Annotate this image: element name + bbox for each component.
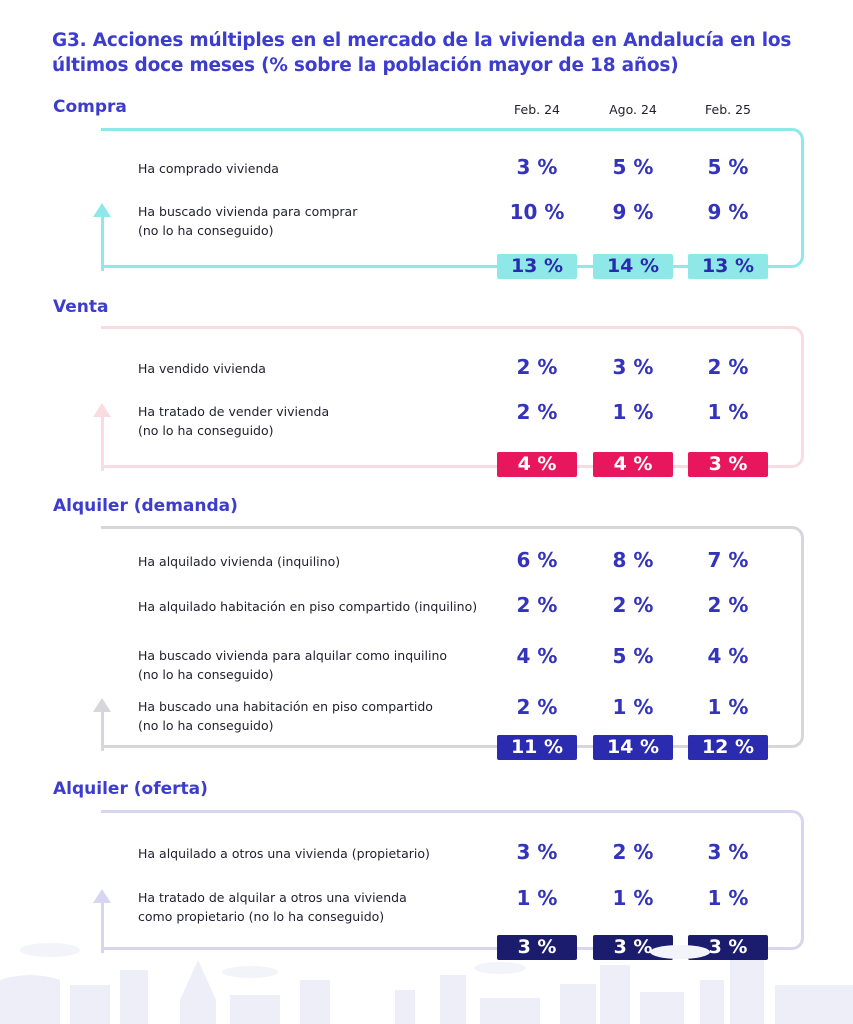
section-total-alquiler-demanda: 12 %: [688, 735, 768, 760]
row-value: 2 %: [516, 695, 558, 719]
section-arrow-shaft-alquiler-demanda: [101, 710, 104, 751]
section-total-venta: 4 %: [593, 452, 673, 477]
column-headers: Feb. 24 Ago. 24 Feb. 25: [0, 102, 853, 122]
row-label-line: Ha buscado vivienda para alquilar como i…: [138, 648, 448, 663]
row-value: 1 %: [612, 886, 654, 910]
row-value: 5 %: [612, 644, 654, 668]
row-value: 1 %: [707, 695, 749, 719]
section-total-compra: 13 %: [497, 254, 577, 279]
section-frame-alquiler-oferta: [101, 810, 804, 950]
row-label-line: Ha buscado una habitación en piso compar…: [138, 699, 433, 714]
row-label: Ha alquilado a otros una vivienda (propi…: [138, 844, 518, 863]
row-value: 3 %: [707, 840, 749, 864]
section-total-venta: 3 %: [688, 452, 768, 477]
row-label-line: (no lo ha conseguido): [138, 223, 274, 238]
row-value: 1 %: [516, 886, 558, 910]
row-label-line: Ha tratado de vender vivienda: [138, 404, 330, 419]
row-label: Ha comprado vivienda: [138, 159, 518, 178]
column-header-feb24: Feb. 24: [514, 102, 560, 117]
row-value: 7 %: [707, 548, 749, 572]
row-label-line: Ha vendido vivienda: [138, 361, 266, 376]
section-arrow-shaft-compra: [101, 215, 104, 271]
section-title-compra: Compra: [53, 97, 127, 117]
row-value: 2 %: [516, 355, 558, 379]
section-total-venta: 4 %: [497, 452, 577, 477]
section-frame-compra: [101, 128, 804, 268]
row-label: Ha buscado vivienda para comprar (no lo h…: [138, 202, 518, 240]
section-total-compra: 14 %: [593, 254, 673, 279]
row-value: 3 %: [516, 840, 558, 864]
row-label-line: Ha tratado de alquilar a otros una vivie…: [138, 890, 407, 905]
row-label: Ha tratado de vender vivienda (no lo ha c…: [138, 402, 518, 440]
row-label-line: (no lo ha conseguido): [138, 718, 274, 733]
row-label-line: Ha alquilado habitación en piso comparti…: [138, 599, 478, 614]
row-value: 1 %: [612, 400, 654, 424]
row-value: 3 %: [516, 155, 558, 179]
row-label: Ha alquilado vivienda (inquilino): [138, 552, 518, 571]
row-value: 3 %: [612, 355, 654, 379]
section-total-alquiler-demanda: 14 %: [593, 735, 673, 760]
row-value: 2 %: [707, 355, 749, 379]
section-title-venta: Venta: [53, 297, 109, 317]
row-label: Ha buscado vivienda para alquilar como i…: [138, 646, 518, 684]
row-label-line: como propietario (no lo ha conseguido): [138, 909, 385, 924]
row-value: 2 %: [707, 593, 749, 617]
row-label: Ha buscado una habitación en piso compar…: [138, 697, 518, 735]
row-value: 5 %: [707, 155, 749, 179]
row-value: 10 %: [509, 200, 565, 224]
section-title-alquiler-demanda: Alquiler (demanda): [53, 496, 238, 516]
section-total-compra: 13 %: [688, 254, 768, 279]
row-value: 2 %: [612, 840, 654, 864]
section-arrow-shaft-venta: [101, 415, 104, 471]
row-value: 9 %: [612, 200, 654, 224]
row-label-line: (no lo ha conseguido): [138, 667, 274, 682]
row-value: 9 %: [707, 200, 749, 224]
row-value: 1 %: [707, 886, 749, 910]
row-value: 1 %: [707, 400, 749, 424]
row-label-line: Ha alquilado vivienda (inquilino): [138, 554, 341, 569]
row-label-line: Ha buscado vivienda para comprar: [138, 204, 358, 219]
row-value: 4 %: [707, 644, 749, 668]
row-value: 4 %: [516, 644, 558, 668]
up-arrow-icon: [93, 203, 111, 217]
row-label-line: Ha alquilado a otros una vivienda (propi…: [138, 846, 430, 861]
row-label: Ha vendido vivienda: [138, 359, 518, 378]
column-header-feb25: Feb. 25: [705, 102, 751, 117]
section-title-alquiler-oferta: Alquiler (oferta): [53, 779, 208, 799]
column-header-ago24: Ago. 24: [609, 102, 657, 117]
row-label: Ha tratado de alquilar a otros una vivie…: [138, 888, 518, 926]
section-frame-alquiler-demanda: [101, 526, 804, 748]
section-frame-venta: [101, 326, 804, 468]
row-value: 2 %: [516, 593, 558, 617]
row-label-line: Ha comprado vivienda: [138, 161, 279, 176]
row-label-line: (no lo ha conseguido): [138, 423, 274, 438]
row-value: 5 %: [612, 155, 654, 179]
section-arrow-shaft-alquiler-oferta: [101, 901, 104, 953]
row-value: 6 %: [516, 548, 558, 572]
up-arrow-icon: [93, 403, 111, 417]
row-label: Ha alquilado habitación en piso comparti…: [138, 597, 518, 616]
row-value: 2 %: [612, 593, 654, 617]
city-skyline-decoration: [0, 943, 853, 1024]
chart-title: G3. Acciones múltiples en el mercado de …: [52, 30, 792, 76]
row-value: 8 %: [612, 548, 654, 572]
row-value: 1 %: [612, 695, 654, 719]
section-total-alquiler-oferta: 3 %: [497, 935, 577, 960]
up-arrow-icon: [93, 698, 111, 712]
up-arrow-icon: [93, 889, 111, 903]
section-total-alquiler-demanda: 11 %: [497, 735, 577, 760]
row-value: 2 %: [516, 400, 558, 424]
